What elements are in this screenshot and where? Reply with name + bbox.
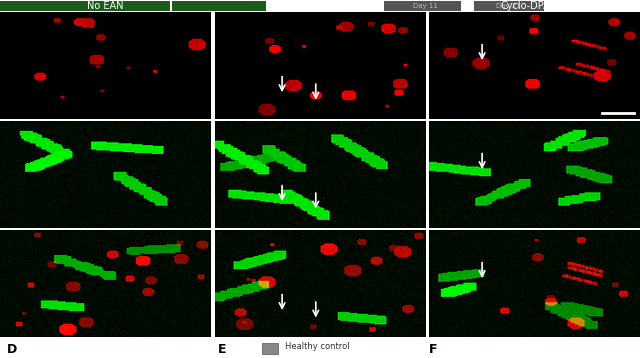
- Text: E: E: [218, 343, 226, 356]
- Text: Healthy control: Healthy control: [285, 342, 349, 351]
- FancyBboxPatch shape: [0, 1, 170, 11]
- Text: F: F: [429, 343, 437, 356]
- Title: No EAN: No EAN: [87, 1, 124, 11]
- Title: Vehicle: Vehicle: [303, 1, 337, 11]
- FancyBboxPatch shape: [172, 1, 266, 11]
- Text: D: D: [6, 343, 17, 356]
- Title: Cyclo-DPAKKR: Cyclo-DPAKKR: [500, 1, 570, 11]
- Bar: [262, 343, 278, 354]
- Text: C: C: [3, 15, 12, 28]
- FancyBboxPatch shape: [474, 1, 544, 11]
- FancyBboxPatch shape: [384, 1, 461, 11]
- Text: Day 11: Day 11: [413, 3, 438, 9]
- Text: Day 21: Day 21: [497, 3, 521, 9]
